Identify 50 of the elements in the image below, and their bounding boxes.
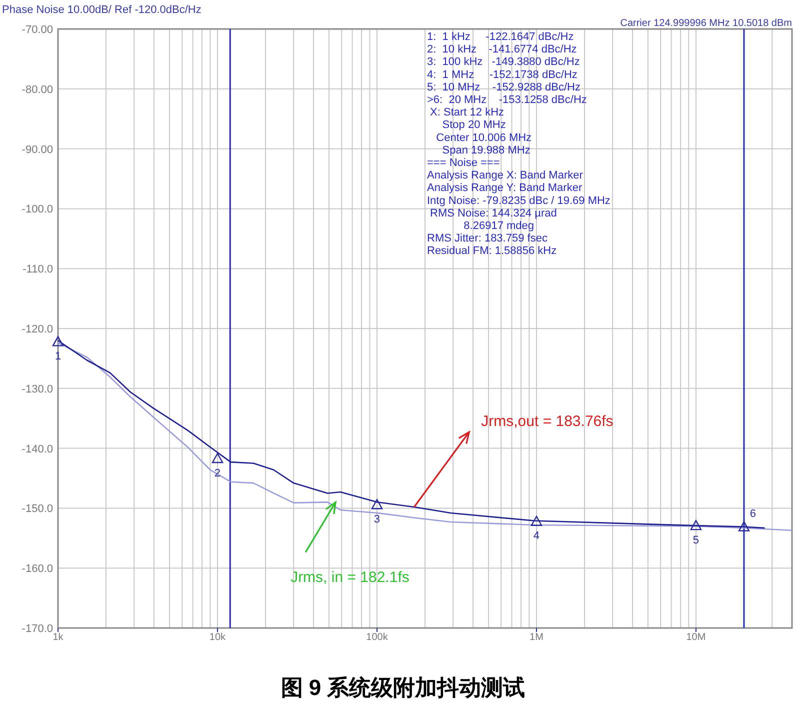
text: Intg Noise: -79.8235 dBc / 19.69 MHz <box>427 194 610 207</box>
text: Analysis Range Y: Band Marker <box>427 182 582 194</box>
annotation: 4 <box>533 530 540 542</box>
y-tick-label: -110.0 <box>22 264 53 276</box>
text: Residual FM: 1.58856 kHz <box>427 245 557 258</box>
y-tick-label: -130.0 <box>22 383 53 396</box>
caption: 图 9 系统级附加抖动测试 <box>280 675 526 700</box>
y-tick-label: -140.0 <box>22 443 53 456</box>
annotation: 2 <box>214 467 221 480</box>
y-tick-label: -120.0 <box>22 324 53 336</box>
annotation: 3 <box>374 514 380 526</box>
x-tick-label: 1k <box>52 632 64 643</box>
text: 4: 1 MHz -152.1738 dBc/Hz <box>427 68 578 81</box>
text: 8.26917 mdeg <box>464 220 534 232</box>
text: 1: 1 kHz -122.1647 dBc/Hz <box>427 31 574 43</box>
y-tick-label: -70.00 <box>22 24 53 36</box>
annotation: 1 <box>54 350 62 362</box>
point <box>52 336 64 346</box>
y-tick-label: -160.0 <box>22 563 53 576</box>
text: 3: 100 kHz -149.3880 dBc/Hz <box>427 56 580 68</box>
text: === Noise === <box>427 157 500 169</box>
y-tick-label: -90.00 <box>22 144 53 156</box>
text: RMS Noise: 144.324 µrad <box>430 207 557 220</box>
annotation: 5 <box>692 534 700 547</box>
text: Stop 20 MHz <box>442 119 506 132</box>
text: Span 19.988 MHz <box>442 144 530 156</box>
x-tick-label: 10k <box>209 632 227 643</box>
point <box>371 499 383 510</box>
text: Analysis Range X: Band Marker <box>427 170 583 182</box>
text: X: Start 12 kHz <box>430 106 504 119</box>
point <box>530 516 542 526</box>
x-tick-label: 10M <box>686 632 706 643</box>
y-tick-label: -150.0 <box>22 503 53 516</box>
text: 5: 10 MHz -152.9288 dBc/Hz <box>427 81 580 94</box>
y-tick-label: -100.0 <box>22 204 53 216</box>
text: Center 10.006 MHz <box>436 132 532 144</box>
x-tick-label: 100k <box>366 632 389 643</box>
x-tick-label: 1M <box>530 632 544 643</box>
y-tick-label: -170.0 <box>22 623 53 635</box>
chart-title: Phase Noise 10.00dB/ Ref -120.0dBc/Hz <box>2 4 202 16</box>
annotation: Jrms,out = 183.76fs <box>481 413 614 430</box>
annotation: Jrms, in = 182.1fs <box>290 569 410 586</box>
text: RMS Jitter: 183.759 fsec <box>427 232 548 245</box>
text: >6: 20 MHz -153.1258 dBc/Hz <box>427 94 587 106</box>
annotation: 6 <box>750 508 756 520</box>
point <box>212 452 224 464</box>
y-tick-label: -80.00 <box>22 84 53 96</box>
point <box>690 520 702 530</box>
text: 2: 10 kHz -141.6774 dBc/Hz <box>427 44 577 56</box>
chart-subtitle: Carrier 124.999996 MHz 10.5018 dBm <box>620 18 792 29</box>
